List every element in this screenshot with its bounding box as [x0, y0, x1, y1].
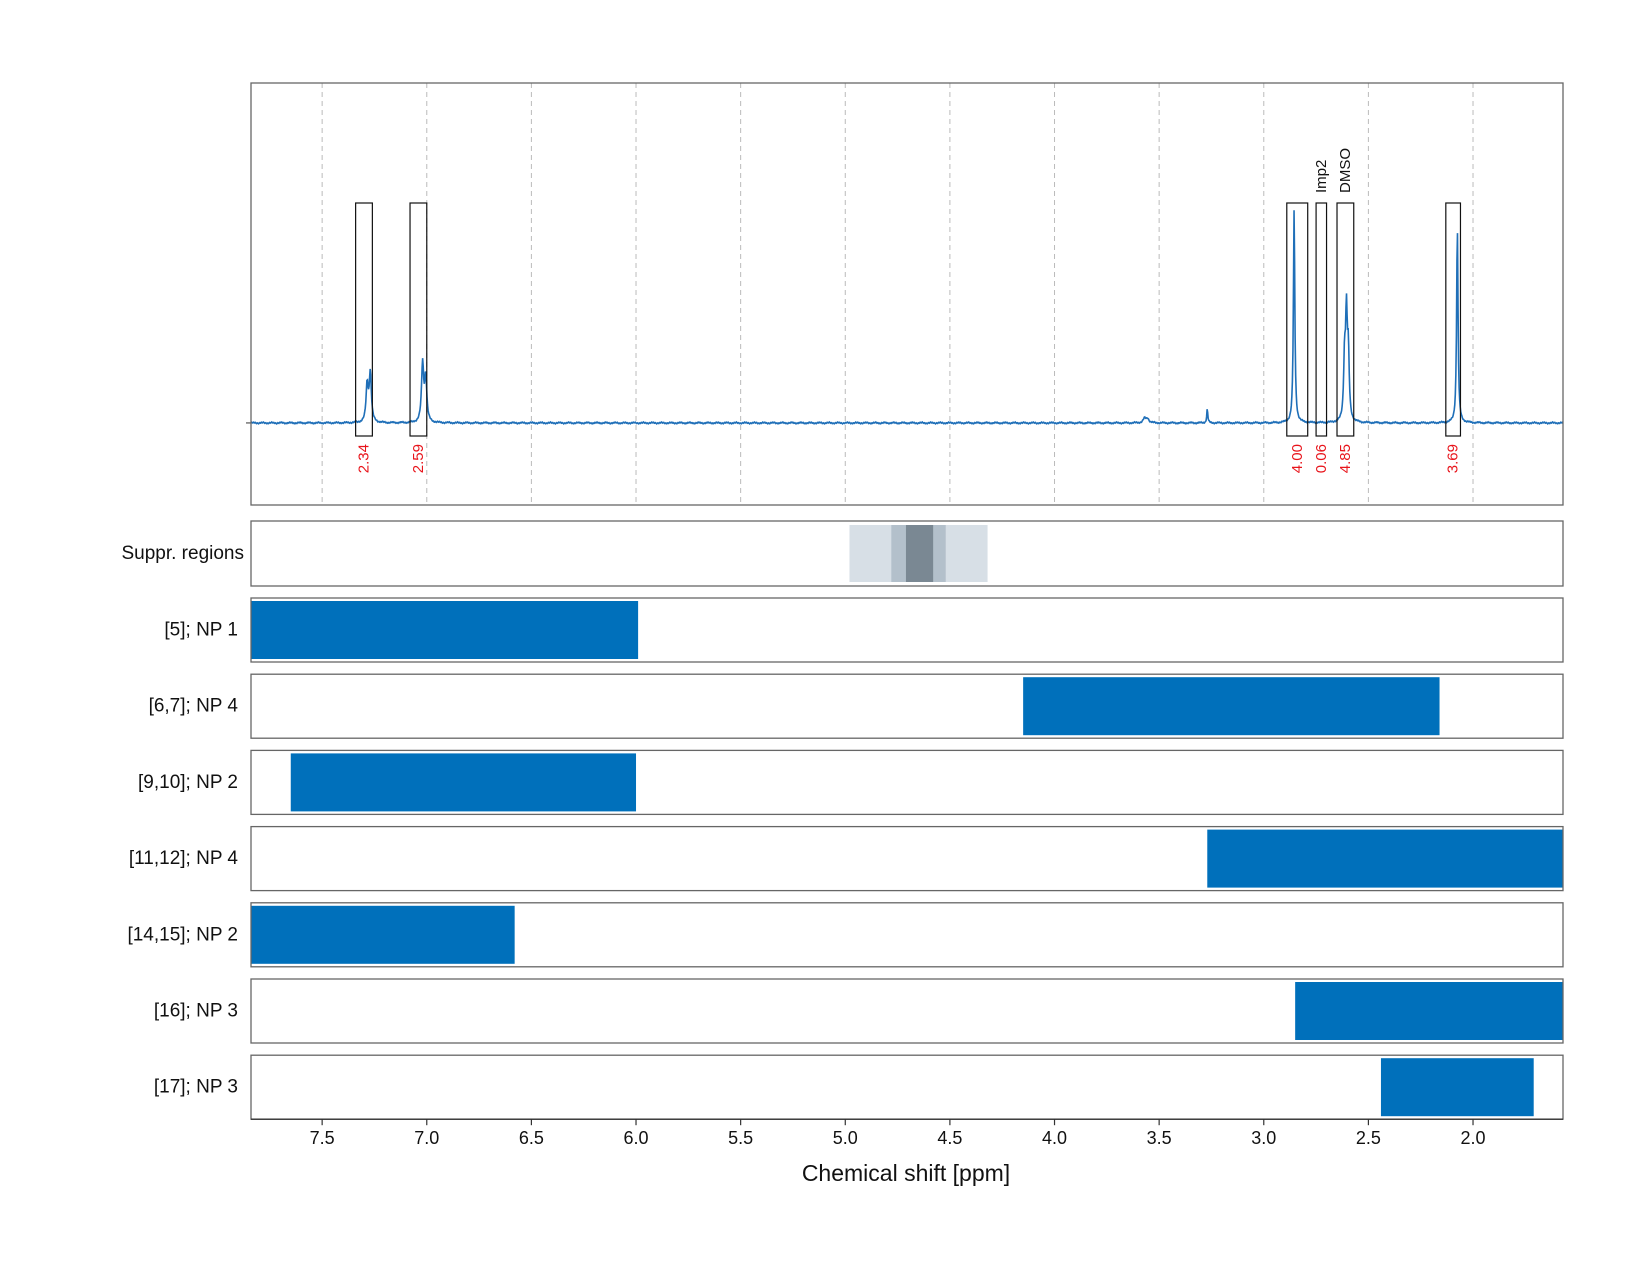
assignment-label: [6,7]; NP 4: [149, 696, 239, 717]
assignment-row-2: [9,10]; NP 2: [138, 749, 1564, 816]
x-tick-label-6: 4.5: [937, 1128, 962, 1148]
x-tick-label-7: 4.0: [1042, 1128, 1067, 1148]
assignment-row-0: [5]; NP 1: [164, 597, 1564, 663]
suppression-label: Suppr. regions: [121, 543, 244, 564]
integral-label-1: 2.59: [410, 444, 427, 473]
assignment-bar: [1207, 829, 1563, 888]
x-tick-label-0: 7.5: [310, 1128, 335, 1148]
assignment-frame: [250, 825, 1564, 892]
assignment-bar: [251, 601, 639, 659]
assignment-panels: [5]; NP 1 [6,7]; NP 4 [9,10]; NP 2 [11,12];…: [127, 597, 1564, 1120]
assignment-frame: [250, 673, 1564, 739]
integral-box-5: [1445, 202, 1462, 437]
x-tick-label-8: 3.5: [1147, 1128, 1172, 1148]
integral-name-4: DMSO: [1337, 148, 1354, 193]
integral-box-2: [1286, 202, 1309, 437]
assignment-bar: [1023, 677, 1440, 736]
integral-label-3: 0.06: [1313, 444, 1330, 473]
assignment-bar: [1380, 1058, 1534, 1117]
assignment-label: [14,15]; NP 2: [127, 924, 238, 945]
assignment-frame: [250, 902, 1564, 968]
integral-name-3: Imp2: [1313, 160, 1330, 193]
assignment-row-3: [11,12]; NP 4: [129, 825, 1564, 892]
grid-layer: [321, 83, 1474, 505]
assignment-frame: [250, 749, 1564, 816]
assignment-frame: [250, 1054, 1564, 1120]
assignment-row-5: [16]; NP 3: [154, 978, 1564, 1044]
assignment-frame: [250, 597, 1564, 663]
x-tick-label-5: 5.0: [833, 1128, 858, 1148]
spectrum-frame: [250, 82, 1564, 506]
integral-label-0: 2.34: [355, 444, 372, 473]
suppression-band-2: [905, 525, 934, 582]
assignment-bar: [1295, 982, 1563, 1040]
assignment-bar: [290, 753, 637, 812]
suppression-frame: [250, 520, 1564, 587]
assignment-row-4: [14,15]; NP 2: [127, 902, 1564, 968]
integral-box-3: [1315, 202, 1328, 437]
assignment-frame: [250, 978, 1564, 1044]
integral-box-4: [1336, 202, 1355, 437]
x-tick-label-4: 5.5: [728, 1128, 753, 1148]
spectrum-panel: 2.34 2.59 4.00 0.06 Imp2 4.85 DMSO 3.69: [246, 82, 1564, 506]
assignment-label: [9,10]; NP 2: [138, 772, 238, 793]
suppression-panel: Suppr. regions: [121, 520, 1564, 587]
x-tick-label-3: 6.0: [624, 1128, 649, 1148]
x-tick-label-9: 3.0: [1251, 1128, 1276, 1148]
integral-label-2: 4.00: [1289, 444, 1306, 473]
assignment-row-1: [6,7]; NP 4: [149, 673, 1564, 739]
x-tick-label-1: 7.0: [414, 1128, 439, 1148]
x-tick-label-2: 6.5: [519, 1128, 544, 1148]
assignment-bar: [251, 905, 515, 964]
spectrum-line: [250, 210, 1564, 426]
assignment-label: [11,12]; NP 4: [129, 848, 239, 869]
integral-label-4: 4.85: [1337, 444, 1354, 473]
assignment-label: [17]; NP 3: [154, 1077, 238, 1098]
integral-box-1: [409, 202, 428, 437]
assignment-row-6: [17]; NP 3: [154, 1054, 1564, 1120]
assignment-label: [16]; NP 3: [154, 1001, 238, 1022]
x-axis-label: Chemical shift [ppm]: [802, 1160, 1010, 1186]
x-tick-label-10: 2.5: [1356, 1128, 1381, 1148]
integral-label-5: 3.69: [1445, 444, 1462, 473]
x-tick-label-11: 2.0: [1461, 1128, 1486, 1148]
x-axis: 7.5 7.0 6.5 6.0 5.5 5.0 4.5 4.0 3.5 3.0 2.5 2.0: [251, 1118, 1563, 1148]
assignment-label: [5]; NP 1: [164, 620, 238, 641]
integral-box-0: [355, 202, 373, 437]
